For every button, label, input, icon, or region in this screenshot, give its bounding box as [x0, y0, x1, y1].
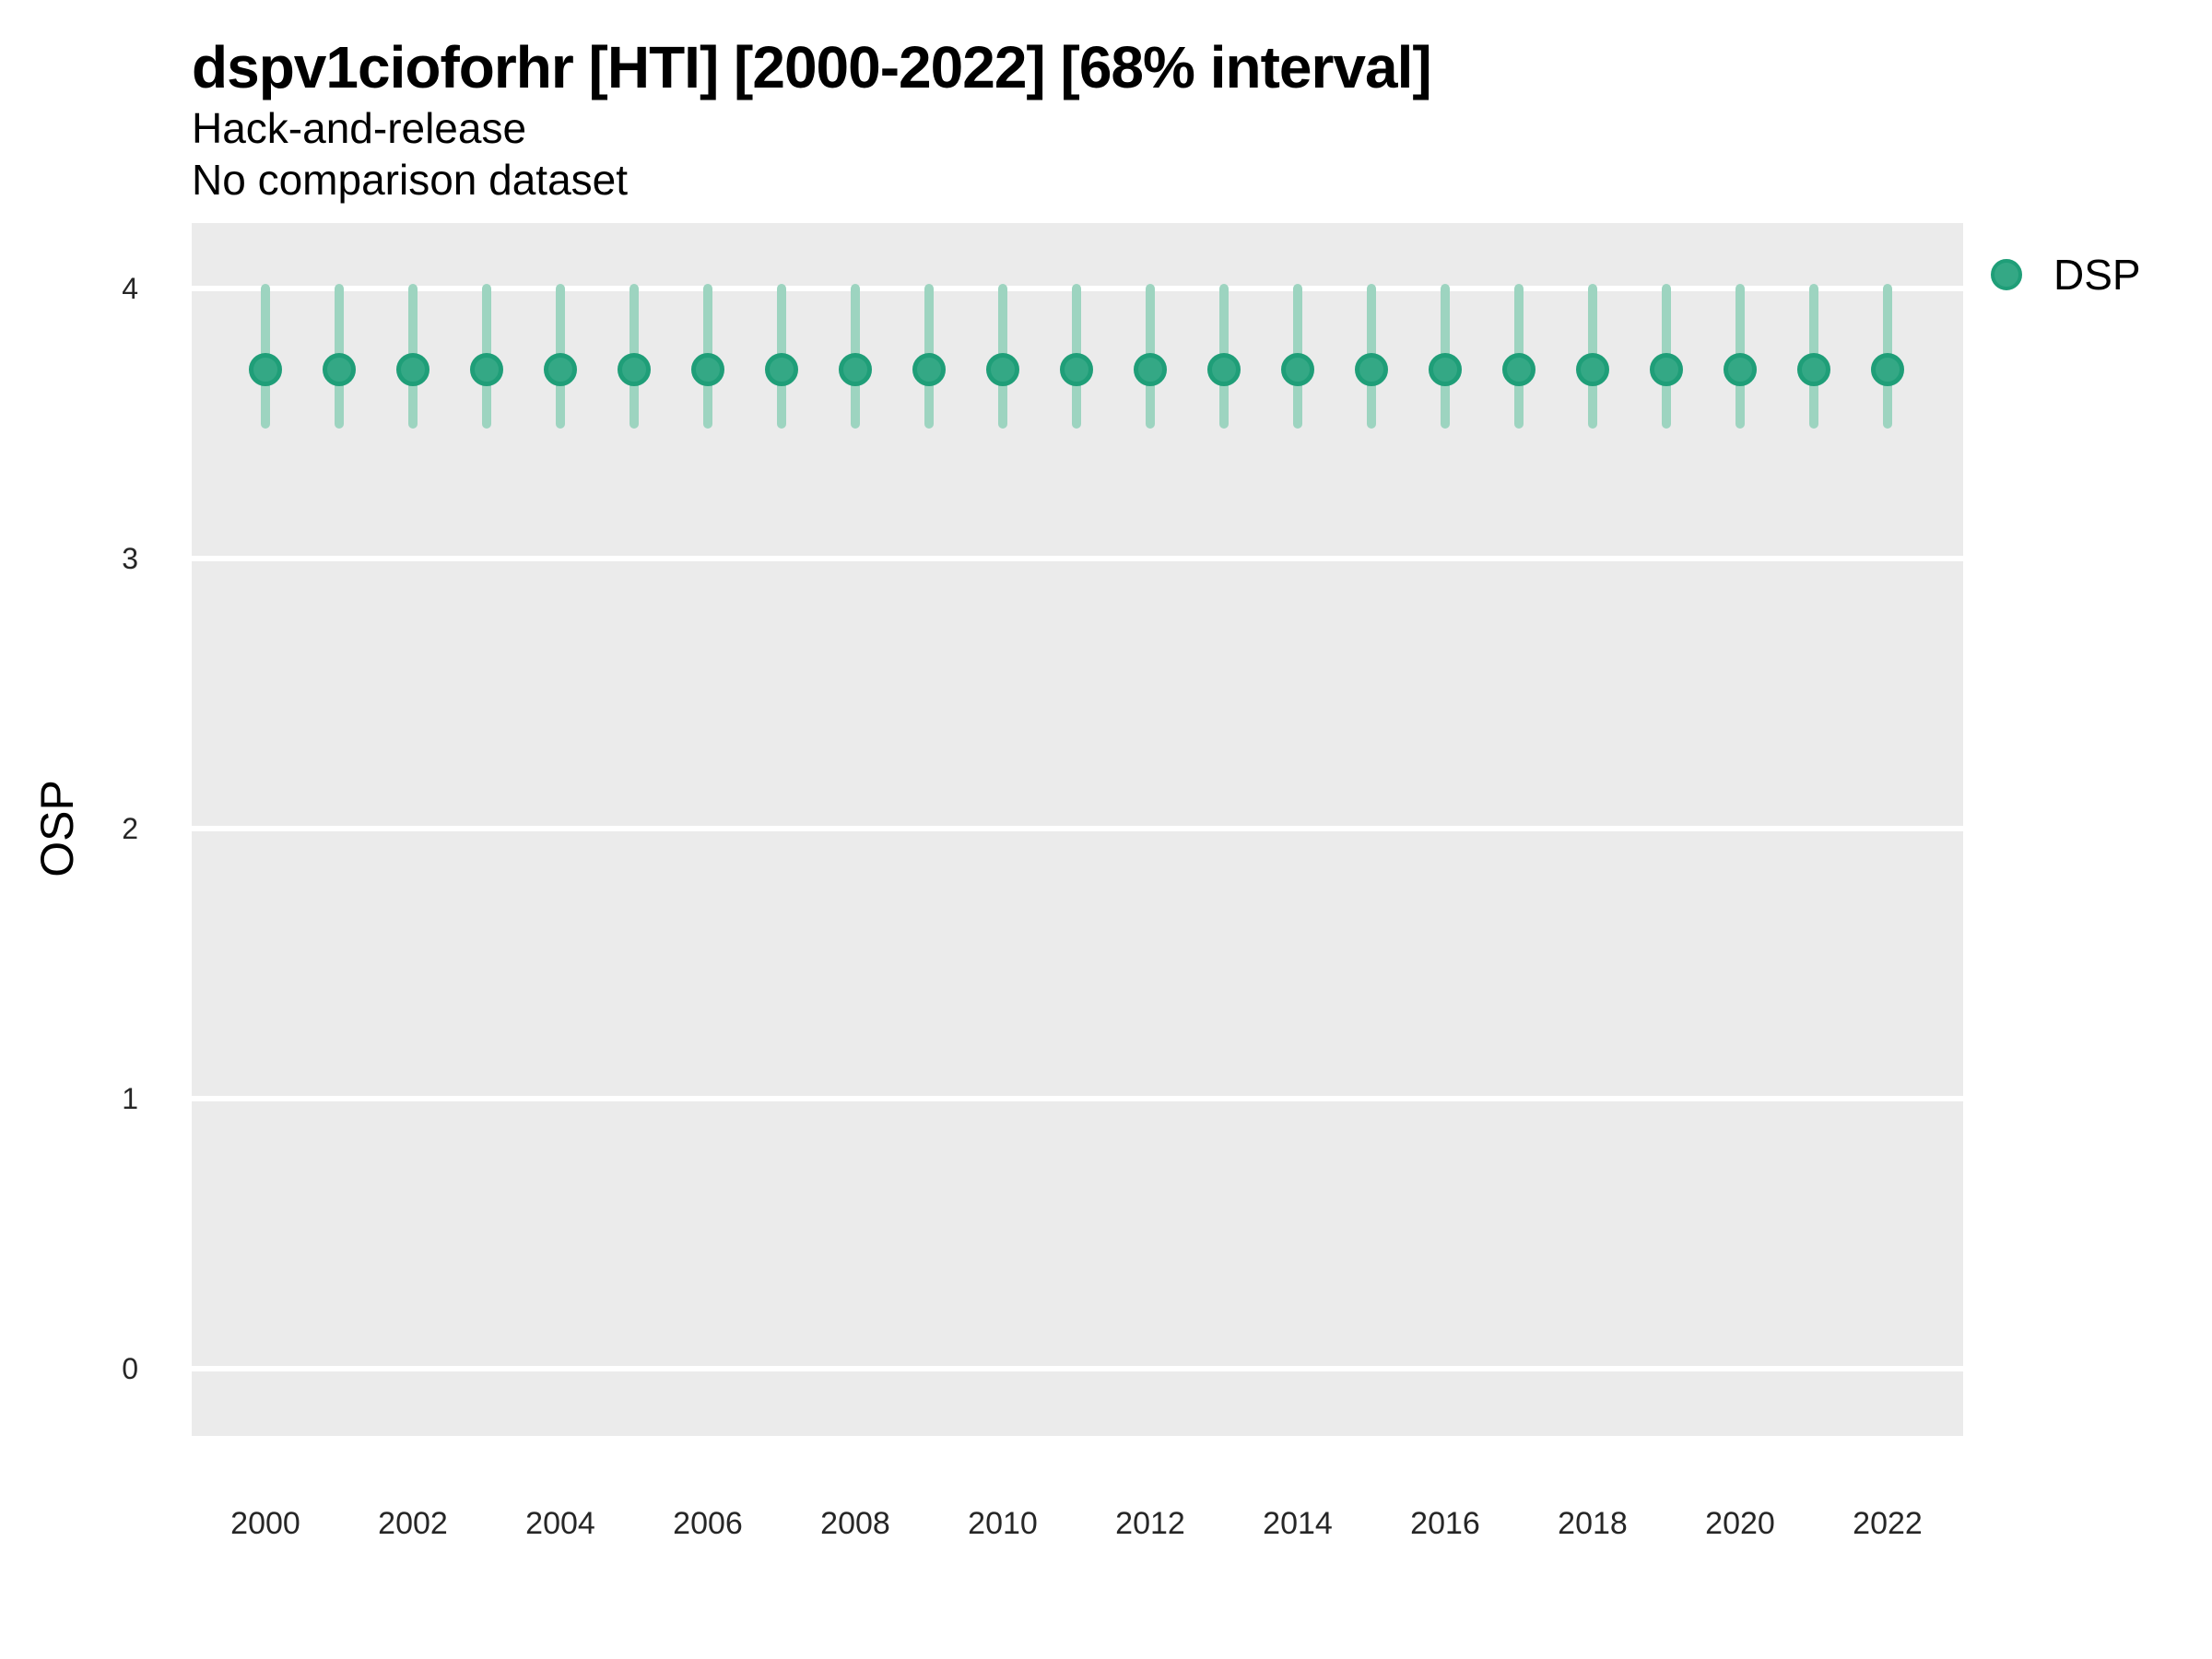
legend: DSP — [1991, 251, 2141, 299]
data-point-2011 — [1060, 352, 1093, 386]
data-point-2017 — [1502, 352, 1535, 386]
x-tick-label-2012: 2012 — [1115, 1506, 1185, 1541]
x-tick-label-2016: 2016 — [1410, 1506, 1480, 1541]
data-point-2000 — [249, 352, 282, 386]
data-point-2020 — [1724, 352, 1757, 386]
x-tick-label-2006: 2006 — [673, 1506, 743, 1541]
x-tick-label-2010: 2010 — [968, 1506, 1038, 1541]
x-tick-label-2000: 2000 — [230, 1506, 300, 1541]
x-tick-label-2020: 2020 — [1705, 1506, 1775, 1541]
data-point-2019 — [1650, 352, 1683, 386]
y-tick-label-1: 1 — [122, 1082, 138, 1115]
data-point-2002 — [396, 352, 429, 386]
y-tick-label-2: 2 — [122, 812, 138, 845]
data-point-2009 — [912, 352, 946, 386]
x-tick-label-2002: 2002 — [378, 1506, 448, 1541]
x-tick-label-2014: 2014 — [1263, 1506, 1333, 1541]
data-point-2021 — [1797, 352, 1830, 386]
chart-subtitle-line2: No comparison dataset — [192, 156, 629, 204]
y-tick-label-3: 3 — [122, 542, 138, 575]
data-point-2013 — [1207, 352, 1241, 386]
gridline-y-3 — [192, 556, 1963, 561]
data-point-2005 — [618, 352, 651, 386]
data-point-2004 — [544, 352, 577, 386]
x-tick-label-2022: 2022 — [1853, 1506, 1923, 1541]
plot-panel — [192, 223, 1963, 1436]
data-point-2016 — [1429, 352, 1462, 386]
y-tick-label-0: 0 — [122, 1352, 138, 1385]
gridline-y-1 — [192, 1096, 1963, 1101]
gridline-y-2 — [192, 826, 1963, 831]
legend-label-dsp: DSP — [2053, 251, 2141, 299]
data-point-2007 — [765, 352, 798, 386]
x-tick-label-2008: 2008 — [820, 1506, 890, 1541]
data-point-2018 — [1576, 352, 1609, 386]
legend-point-icon — [1991, 259, 2022, 290]
data-point-2014 — [1281, 352, 1314, 386]
data-point-2022 — [1871, 352, 1904, 386]
data-point-2008 — [839, 352, 872, 386]
data-point-2001 — [323, 352, 356, 386]
x-tick-label-2018: 2018 — [1558, 1506, 1628, 1541]
data-point-2006 — [691, 352, 724, 386]
chart-title: dspv1cioforhr [HTI] [2000-2022] [68% int… — [192, 34, 1432, 100]
y-tick-label-4: 4 — [122, 272, 138, 305]
gridline-y-0 — [192, 1366, 1963, 1371]
data-point-2012 — [1134, 352, 1167, 386]
x-tick-label-2004: 2004 — [525, 1506, 595, 1541]
chart-subtitle-line1: Hack-and-release — [192, 104, 527, 152]
data-point-2003 — [470, 352, 503, 386]
data-point-2010 — [986, 352, 1019, 386]
data-point-2015 — [1355, 352, 1388, 386]
